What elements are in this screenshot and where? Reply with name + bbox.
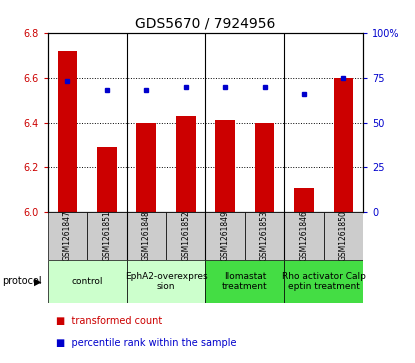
Text: GSM1261848: GSM1261848 — [142, 211, 151, 261]
Bar — [255, 122, 274, 212]
Bar — [48, 260, 127, 303]
Text: GSM1261850: GSM1261850 — [339, 211, 348, 261]
Text: GSM1261847: GSM1261847 — [63, 211, 72, 261]
Bar — [205, 212, 245, 260]
Title: GDS5670 / 7924956: GDS5670 / 7924956 — [135, 16, 276, 30]
Bar — [87, 212, 127, 260]
Text: protocol: protocol — [2, 276, 42, 286]
Bar — [284, 260, 363, 303]
Bar — [127, 260, 205, 303]
Text: ■  transformed count: ■ transformed count — [56, 316, 162, 326]
Text: GSM1261852: GSM1261852 — [181, 211, 190, 261]
Text: Rho activator Calp
eptin treatment: Rho activator Calp eptin treatment — [282, 272, 366, 291]
Text: EphA2-overexpres
sion: EphA2-overexpres sion — [124, 272, 208, 291]
Bar — [324, 212, 363, 260]
Text: GSM1261853: GSM1261853 — [260, 211, 269, 261]
Text: GSM1261851: GSM1261851 — [103, 211, 111, 261]
Bar — [294, 188, 314, 212]
Text: GSM1261846: GSM1261846 — [300, 211, 308, 261]
Bar — [137, 122, 156, 212]
Bar — [97, 147, 117, 212]
Bar — [334, 78, 353, 212]
Bar — [58, 51, 77, 212]
Bar — [205, 260, 284, 303]
Bar — [176, 116, 195, 212]
Bar — [166, 212, 205, 260]
Bar — [215, 120, 235, 212]
Bar — [245, 212, 284, 260]
Text: ▶: ▶ — [34, 276, 42, 286]
Text: control: control — [71, 277, 103, 286]
Bar — [284, 212, 324, 260]
Text: ■  percentile rank within the sample: ■ percentile rank within the sample — [56, 338, 237, 348]
Text: Ilomastat
treatment: Ilomastat treatment — [222, 272, 268, 291]
Text: GSM1261849: GSM1261849 — [221, 211, 229, 261]
Bar — [127, 212, 166, 260]
Bar — [48, 212, 87, 260]
